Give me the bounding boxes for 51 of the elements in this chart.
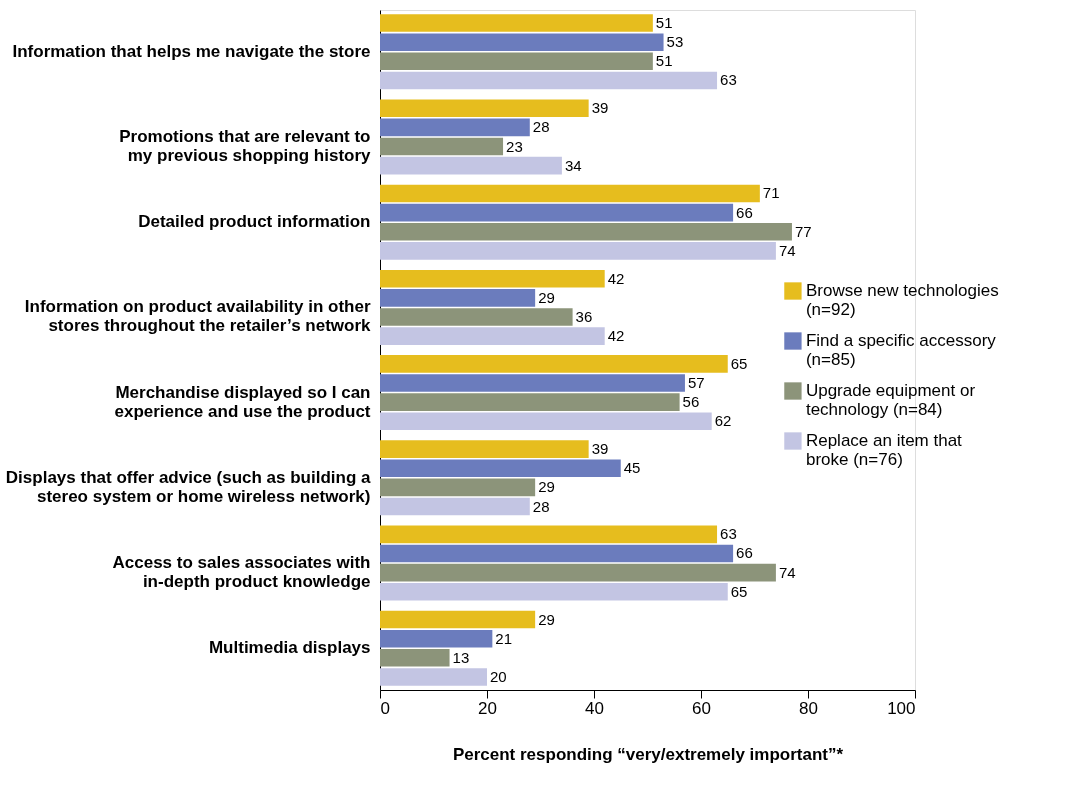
data-label: 20: [490, 667, 507, 685]
data-label: 51: [655, 52, 673, 70]
data-label: 71: [762, 184, 780, 202]
data-label: 29: [538, 288, 555, 306]
data-label: 45: [623, 459, 641, 477]
data-label: 29: [538, 610, 555, 628]
x-axis-title: Percent responding “very/extremely important”*: [452, 744, 844, 764]
y-tick-label: Promotions that are relevant to my previous shopping history: [119, 126, 372, 165]
y-tick-label: Information on product availability in other stores throughout the retailer’s network: [24, 297, 372, 336]
data-label: 21: [495, 629, 513, 647]
y-tick-label: Detailed product information: [138, 212, 371, 232]
x-tick-label: 80: [799, 698, 818, 718]
y-tick-label: Access to sales associates with in-depth product knowledge: [112, 553, 371, 592]
data-label: 53: [666, 33, 684, 51]
data-label: 39: [591, 99, 609, 117]
data-label: 39: [591, 440, 609, 458]
y-tick-label: Displays that offer advice (such as building a stereo system or home wireless network): [5, 467, 372, 506]
y-tick-label: Information that helps me navigate the store: [12, 41, 371, 61]
data-label: 65: [730, 354, 748, 372]
data-label: 66: [736, 203, 753, 221]
legend-label: Replace an item that broke (n=76): [805, 431, 963, 469]
data-label: 62: [714, 412, 732, 430]
y-tick-label: Merchandise displayed so I can experience and use the product: [114, 382, 371, 421]
legend-label: Find a specific accessory (n=85): [805, 331, 997, 369]
data-label: 56: [682, 393, 700, 411]
data-label: 57: [687, 374, 705, 392]
data-label: 36: [575, 307, 593, 325]
data-label: 23: [506, 137, 523, 155]
data-label: 77: [794, 222, 812, 240]
y-tick-label: Multimedia displays: [208, 638, 371, 658]
data-label: 63: [720, 525, 737, 543]
data-label: 42: [607, 327, 625, 345]
data-label: 34: [564, 156, 582, 174]
data-label: 74: [778, 241, 796, 259]
x-tick-label: 20: [478, 698, 497, 718]
data-label: 42: [607, 269, 625, 287]
legend-label: Browse new technologies (n=92): [805, 281, 999, 319]
data-label: 63: [720, 71, 737, 89]
x-tick-label: 100: [887, 698, 916, 718]
data-label: 65: [730, 582, 748, 600]
legend-label: Upgrade equipment or technology (n=84): [805, 381, 976, 419]
data-label: 28: [532, 497, 550, 515]
x-tick-label: 60: [692, 698, 711, 718]
data-label: 28: [532, 118, 550, 136]
data-label: 74: [778, 563, 796, 581]
data-label: 51: [655, 14, 673, 32]
data-label: 66: [736, 544, 753, 562]
data-label: 29: [538, 478, 555, 496]
x-tick-label: 40: [585, 698, 604, 718]
data-label: 13: [452, 648, 470, 666]
x-tick-label: 0: [380, 698, 390, 718]
